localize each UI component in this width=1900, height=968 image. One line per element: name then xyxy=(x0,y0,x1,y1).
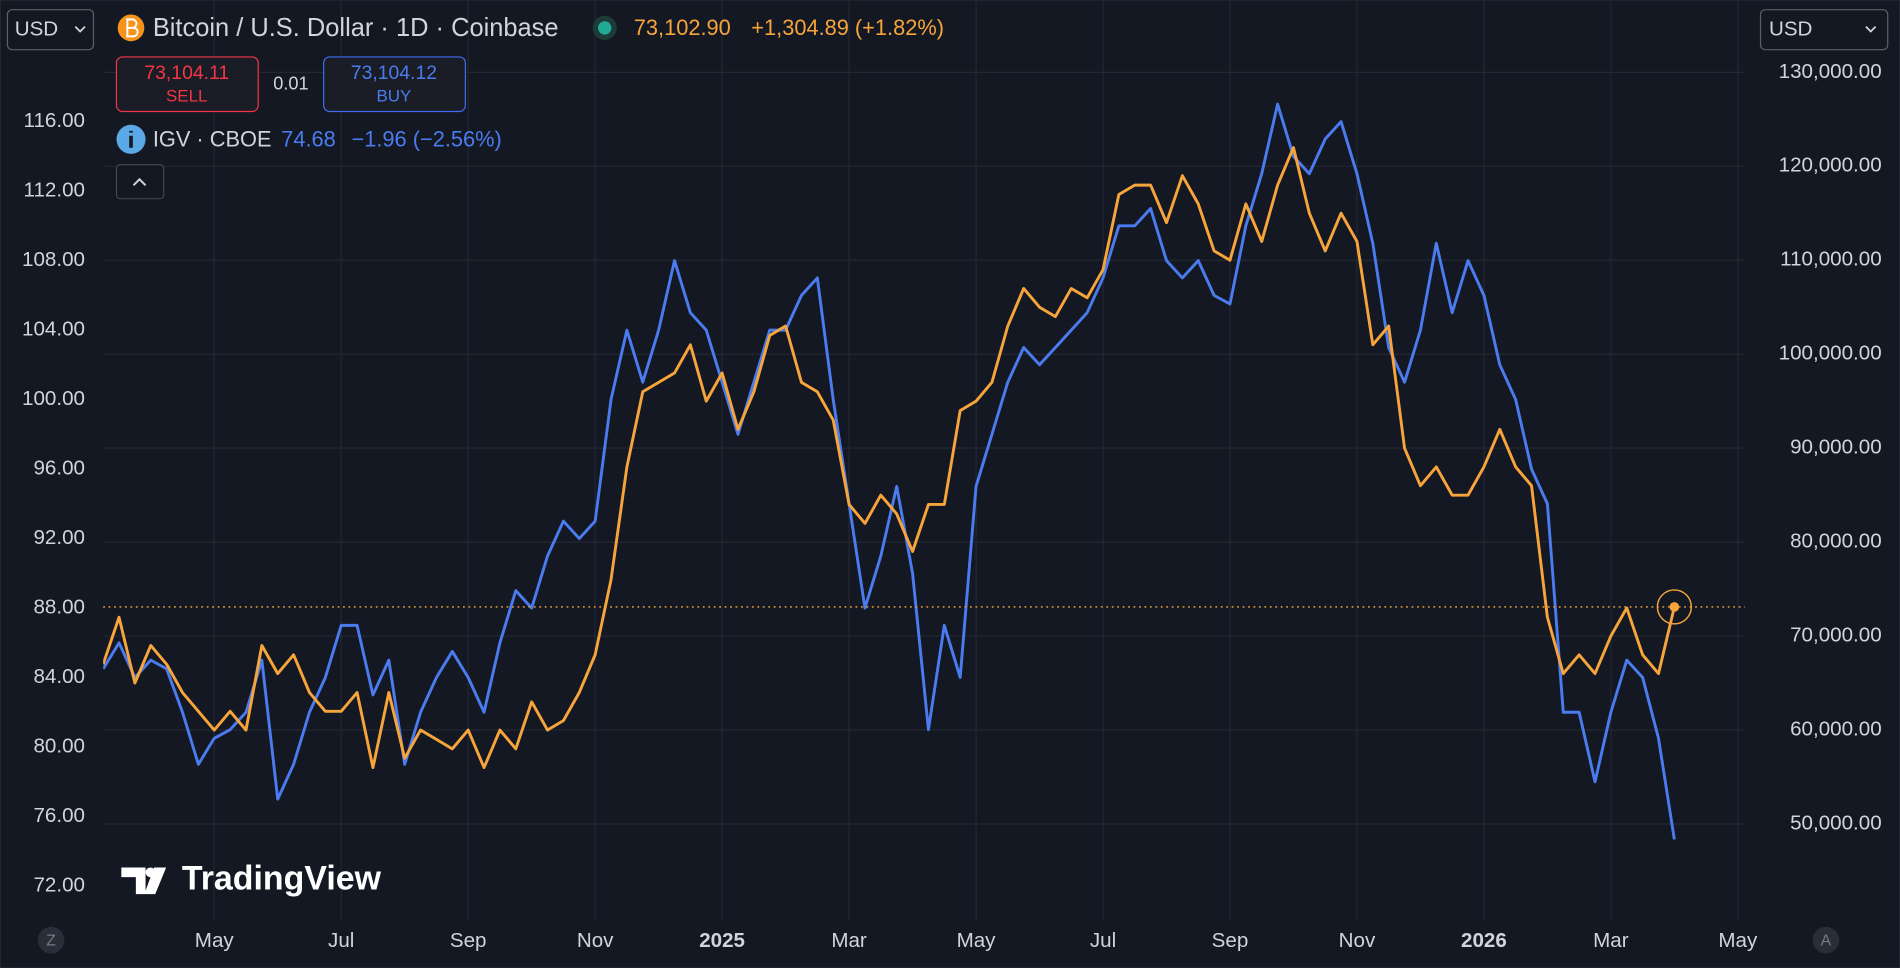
zoom-label: Z xyxy=(46,933,56,950)
last-price-ring xyxy=(1656,589,1693,625)
y-tick-label: 108.00 xyxy=(22,248,85,271)
auto-button[interactable] xyxy=(1812,926,1840,954)
x-tick-label: Sep xyxy=(1212,929,1249,952)
series-line xyxy=(103,102,1676,840)
y2-tick-label: 120,000.00 xyxy=(1779,154,1882,177)
overlay-change: −1.96 (−2.56%) xyxy=(352,126,502,151)
x-tick-label: 2025 xyxy=(699,929,745,952)
x-tick-label: 2026 xyxy=(1461,929,1507,952)
plot xyxy=(103,102,1676,840)
y2-tick-label: 100,000.00 xyxy=(1779,342,1882,365)
y2-tick-label: 80,000.00 xyxy=(1790,530,1882,553)
currency-select[interactable] xyxy=(1759,9,1889,51)
y-tick-label: 96.00 xyxy=(33,456,84,479)
y-tick-label: 116.00 xyxy=(24,109,85,132)
x-tick-label: Nov xyxy=(1339,929,1376,952)
y-tick-label: 92.00 xyxy=(33,526,84,549)
sell-label: SELL xyxy=(166,86,207,105)
zoom-button[interactable] xyxy=(37,926,65,954)
x-tick-label: Jul xyxy=(328,929,354,952)
logo-dot xyxy=(145,867,156,878)
x-tick-label: Jul xyxy=(1090,929,1116,952)
last-price-dot xyxy=(1669,602,1680,612)
symbol: Bitcoin / U.S. Dollar · 1D · Coinbase xyxy=(153,14,559,42)
sell-button[interactable] xyxy=(115,56,259,113)
y-tick-label: 112.00 xyxy=(24,179,85,202)
y-tick-label: 88.00 xyxy=(33,595,84,618)
y-tick-label: 84.00 xyxy=(33,665,84,688)
btc-glyph xyxy=(126,18,139,38)
x-tick-label: Mar xyxy=(1593,929,1629,952)
x-tick-label: May xyxy=(957,929,997,952)
chevron xyxy=(1865,26,1877,33)
chevron xyxy=(74,26,86,33)
y-tick-label: 104.00 xyxy=(22,318,85,341)
y2-tick-label: 90,000.00 xyxy=(1790,436,1882,459)
y2-tick-label: 60,000.00 xyxy=(1790,717,1882,740)
change: +1,304.89 (+1.82%) xyxy=(751,15,944,40)
y2-tick-label: 70,000.00 xyxy=(1790,624,1882,647)
overlay-symbol: IGV · CBOE xyxy=(153,126,272,151)
y2-tick-label: 110,000.00 xyxy=(1780,248,1881,271)
y2-tick-label: 130,000.00 xyxy=(1779,60,1882,83)
y-tick-label: 76.00 xyxy=(33,804,84,827)
currency-label: USD xyxy=(15,18,58,41)
currency-select[interactable] xyxy=(6,9,95,51)
logo-mark xyxy=(121,867,167,895)
x-tick-label: Mar xyxy=(831,929,867,952)
y2-tick-label: 50,000.00 xyxy=(1790,811,1882,834)
chevron-up xyxy=(132,177,147,187)
logo-text: TradingView xyxy=(182,860,382,898)
x-tick-label: May xyxy=(195,929,235,952)
series-line xyxy=(103,146,1676,770)
spread: 0.01 xyxy=(273,74,308,94)
grid xyxy=(103,0,1745,921)
x-tick-label: May xyxy=(1718,929,1758,952)
status-dot xyxy=(598,21,612,35)
price: 73,102.90 xyxy=(634,15,731,40)
currency-label: USD xyxy=(1769,18,1812,41)
x-tick-label: Sep xyxy=(450,929,487,952)
buy-button[interactable] xyxy=(323,56,466,113)
y-tick-label: 80.00 xyxy=(33,734,84,757)
overlay-price: 74.68 xyxy=(281,126,336,151)
buy-label: BUY xyxy=(376,86,411,105)
x-tick-label: Nov xyxy=(577,929,614,952)
y-tick-label: 100.00 xyxy=(22,387,85,410)
buy-price: 73,104.12 xyxy=(351,62,437,84)
auto-label: A xyxy=(1821,933,1832,950)
collapse-button[interactable] xyxy=(115,164,165,200)
sell-price: 73,104.11 xyxy=(144,62,229,84)
y-tick-label: 72.00 xyxy=(33,873,84,896)
